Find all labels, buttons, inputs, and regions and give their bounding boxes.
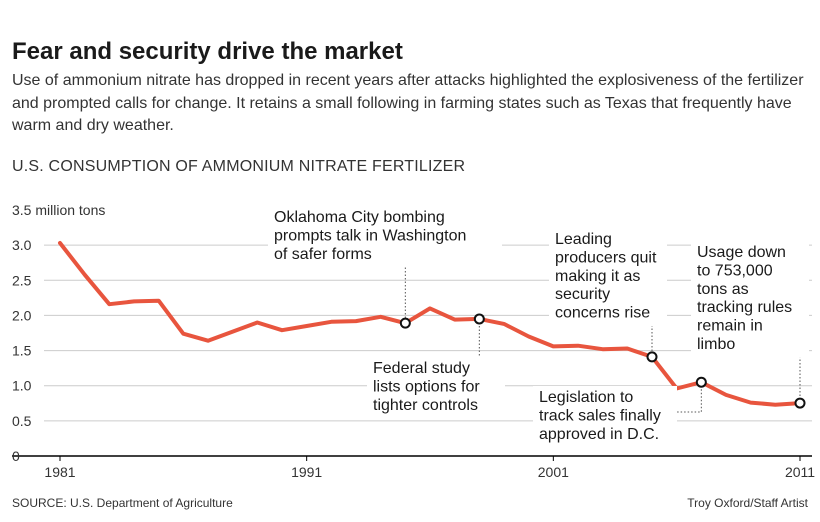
- y-tick-label: 0.5: [12, 413, 32, 429]
- annotation-box: [268, 206, 502, 268]
- annotated-point: [399, 317, 411, 329]
- source-note: SOURCE: U.S. Department of Agriculture: [12, 496, 233, 510]
- headline: Fear and security drive the market: [12, 38, 403, 65]
- y-tick-label: 1.5: [12, 343, 32, 359]
- annotated-point: [473, 313, 485, 325]
- y-tick-label: 3.0: [12, 237, 32, 253]
- annotation-text: Legislation to track sales finally approve…: [539, 389, 661, 443]
- y-tick-label: 0: [12, 448, 20, 464]
- annotation-box: [549, 228, 667, 326]
- annotation-text: Leading producers quit making it as securit…: [555, 231, 657, 322]
- y-tick-label: 2.5: [12, 272, 32, 288]
- annotation-box: [367, 357, 505, 419]
- x-tick-label: 1991: [291, 464, 322, 480]
- x-tick-label: 1981: [44, 464, 75, 480]
- y-tick-label: 2.0: [12, 307, 32, 323]
- subtitle: Use of ammonium nitrate has dropped in r…: [12, 72, 804, 134]
- artist-credit: Troy Oxford/Staff Artist: [687, 496, 808, 510]
- annotation-text: Usage down to 753,000 tons as tracking rule…: [697, 244, 792, 353]
- annotation-text: Oklahoma City bombing prompts talk in Was…: [274, 209, 466, 263]
- annotated-point: [794, 397, 806, 409]
- annotated-point: [695, 376, 707, 388]
- annotated-point: [646, 351, 658, 363]
- y-tick-label: 3.5 million tons: [12, 202, 105, 218]
- annotation-text: Federal study lists options for tighter co…: [373, 360, 480, 414]
- annotation-box: [533, 386, 677, 448]
- annotation-box: [691, 241, 809, 358]
- chart-title: U.S. CONSUMPTION OF AMMONIUM NITRATE FER…: [12, 158, 466, 175]
- x-tick-label: 2001: [538, 464, 569, 480]
- y-tick-label: 1.0: [12, 378, 32, 394]
- x-tick-label: 2011: [785, 464, 815, 480]
- annotation-leader: [676, 382, 702, 413]
